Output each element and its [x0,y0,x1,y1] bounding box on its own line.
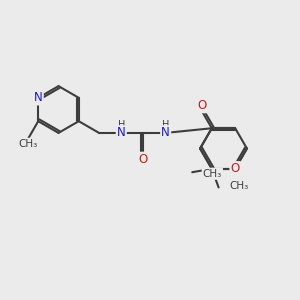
Text: N: N [161,126,170,140]
Text: N: N [117,126,126,140]
Text: CH₃: CH₃ [203,169,222,179]
Text: N: N [34,91,43,104]
Text: CH₃: CH₃ [19,139,38,149]
Text: O: O [197,99,206,112]
Text: CH₃: CH₃ [229,181,248,191]
Text: O: O [139,153,148,166]
Text: H: H [162,119,169,130]
Text: O: O [231,162,240,175]
Text: H: H [118,119,125,130]
